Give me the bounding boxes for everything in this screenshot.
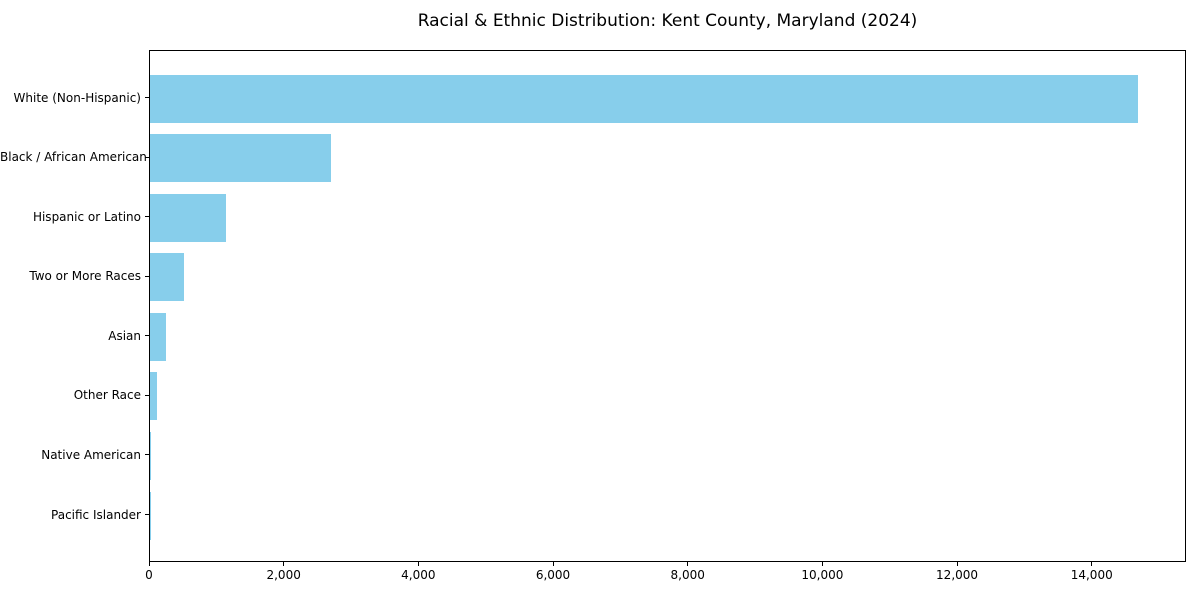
bar-hispanic-or-latino [150, 193, 227, 242]
bar-white-non-hispanic [150, 74, 1138, 123]
x-axis-label-12-000: 12,000 [936, 568, 979, 582]
plot-area [149, 50, 1186, 562]
y-tick-native-american [145, 454, 149, 456]
bar-other-race [150, 372, 157, 421]
bar-asian [150, 312, 167, 361]
bar-two-or-more-races [150, 253, 184, 302]
x-axis-label-2-000: 2,000 [266, 568, 301, 582]
x-axis-label-4-000: 4,000 [401, 568, 436, 582]
y-axis-label-white-non-hispanic: White (Non-Hispanic) [13, 90, 141, 105]
y-tick-hispanic-or-latino [145, 216, 149, 218]
x-tick-6-000 [552, 562, 554, 566]
y-axis-label-two-or-more-races: Two or More Races [29, 269, 141, 284]
y-axis-label-pacific-islander: Pacific Islander [51, 507, 141, 522]
x-tick-4-000 [417, 562, 419, 566]
bar-native-american [150, 431, 151, 480]
x-axis-label-10-000: 10,000 [801, 568, 844, 582]
x-axis-label-14-000: 14,000 [1070, 568, 1113, 582]
y-axis-label-black-african-american: Black / African American [0, 150, 147, 165]
y-tick-pacific-islander [145, 514, 149, 515]
x-tick-14-000 [1091, 562, 1093, 566]
y-axis-label-other-race: Other Race [73, 388, 141, 403]
y-tick-asian [145, 335, 149, 337]
x-tick-2-000 [283, 562, 285, 566]
y-axis-label-hispanic-or-latino: Hispanic or Latino [32, 209, 141, 224]
y-axis-label-native-american: Native American [41, 447, 141, 462]
bar-black-african-american [150, 134, 332, 183]
y-tick-white-non-hispanic [145, 97, 149, 98]
y-tick-other-race [145, 394, 149, 396]
x-axis-label-8-000: 8,000 [670, 568, 705, 582]
x-tick-8-000 [687, 562, 689, 566]
y-tick-black-african-american [145, 156, 149, 158]
x-axis-label-6-000: 6,000 [535, 568, 571, 582]
x-axis-label-0: 0 [145, 568, 153, 582]
x-tick-10-000 [821, 562, 823, 566]
y-tick-two-or-more-races [145, 275, 149, 277]
x-tick-12-000 [956, 562, 958, 566]
y-axis-label-asian: Asian [108, 328, 141, 343]
x-tick-0 [148, 562, 150, 566]
chart-title: Racial & Ethnic Distribution: Kent Count… [417, 11, 918, 31]
